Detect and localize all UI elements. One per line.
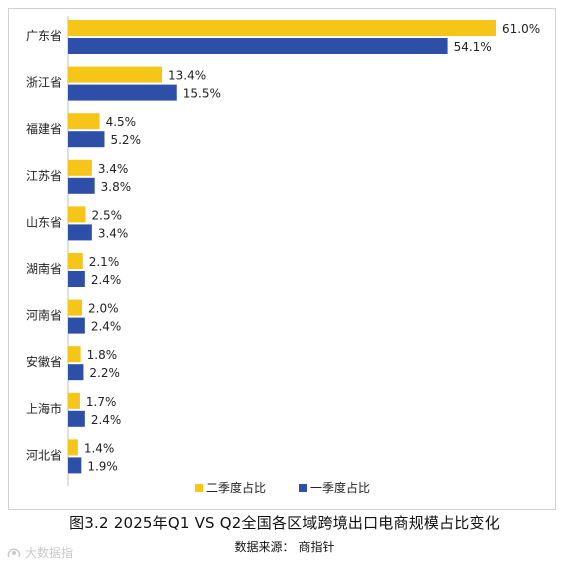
legend: 二季度占比 一季度占比 xyxy=(195,480,370,495)
category-label: 湖南省 xyxy=(26,261,62,276)
bar-q2 xyxy=(68,66,163,83)
bar-q2 xyxy=(68,206,86,223)
bar-q1 xyxy=(68,410,85,427)
bars-layer: 广东省 61.0% 54.1% 浙江省 13.4% 15.5% 福建省 4.5% 5.2% 江苏省… xyxy=(26,20,540,474)
bar-q1 xyxy=(68,457,82,474)
value-label-q1: 2.4% xyxy=(91,413,122,427)
value-label-q1: 1.9% xyxy=(87,459,118,473)
category-label: 河北省 xyxy=(26,448,62,462)
category-label: 上海市 xyxy=(26,401,62,416)
bar-q2 xyxy=(68,253,83,269)
value-label-q2: 2.0% xyxy=(88,302,119,316)
value-label-q1: 2.4% xyxy=(91,320,122,334)
value-label-q1: 2.2% xyxy=(89,366,120,380)
value-label-q2: 4.5% xyxy=(106,115,136,129)
watermark: 大数据指 xyxy=(6,544,73,561)
category-label: 安徽省 xyxy=(26,354,62,369)
bar-q1 xyxy=(68,271,85,287)
bar-q1 xyxy=(68,224,92,241)
bar-q2 xyxy=(68,20,496,36)
bar-q2 xyxy=(68,439,78,456)
category-label: 山东省 xyxy=(26,215,62,229)
legend-swatch-q1 xyxy=(299,484,307,492)
bar-q1 xyxy=(68,131,105,148)
category-label: 广东省 xyxy=(26,29,62,43)
data-source: 数据来源： 商指针 xyxy=(0,538,569,555)
bar-q1 xyxy=(68,38,448,54)
bar-q2 xyxy=(68,159,92,176)
legend-label-q2: 二季度占比 xyxy=(206,480,266,495)
watermark-text: 大数据指 xyxy=(25,546,74,560)
value-label-q1: 5.2% xyxy=(110,133,141,147)
figure-caption: 图3.2 2025年Q1 VS Q2全国各区域跨境出口电商规模占比变化 xyxy=(69,514,500,532)
bar-q2 xyxy=(68,113,100,130)
bar-q1 xyxy=(68,177,95,194)
value-label-q2: 61.0% xyxy=(502,22,540,36)
category-label: 浙江省 xyxy=(26,76,62,90)
bar-q2 xyxy=(68,299,83,316)
value-label-q2: 1.7% xyxy=(86,395,117,409)
source-name: 商指针 xyxy=(298,540,335,554)
bar-q2 xyxy=(68,392,80,409)
watermark-logo-icon xyxy=(7,547,21,557)
bar-q1 xyxy=(68,317,85,334)
value-label-q1: 2.4% xyxy=(91,273,122,287)
legend-swatch-q2 xyxy=(195,484,203,492)
category-label: 福建省 xyxy=(26,121,62,136)
value-label-q1: 54.1% xyxy=(454,40,492,54)
category-label: 江苏省 xyxy=(26,169,62,183)
legend-label-q1: 一季度占比 xyxy=(310,480,370,495)
bar-q1 xyxy=(68,364,84,381)
value-label-q1: 3.4% xyxy=(98,226,129,240)
value-label-q2: 3.4% xyxy=(98,162,129,176)
value-label-q2: 13.4% xyxy=(168,69,206,83)
value-label-q2: 2.1% xyxy=(89,255,120,269)
value-label-q1: 15.5% xyxy=(183,87,221,101)
source-label: 数据来源： xyxy=(234,540,295,554)
value-label-q1: 3.8% xyxy=(101,180,132,194)
value-label-q2: 1.8% xyxy=(87,348,118,362)
value-label-q2: 1.4% xyxy=(84,441,115,455)
category-label: 河南省 xyxy=(26,308,62,323)
bar-q2 xyxy=(68,346,81,363)
bar-q1 xyxy=(68,84,177,101)
value-label-q2: 2.5% xyxy=(92,208,123,222)
bar-chart: 广东省 61.0% 54.1% 浙江省 13.4% 15.5% 福建省 4.5% 5.2% 江苏省… xyxy=(26,16,540,495)
